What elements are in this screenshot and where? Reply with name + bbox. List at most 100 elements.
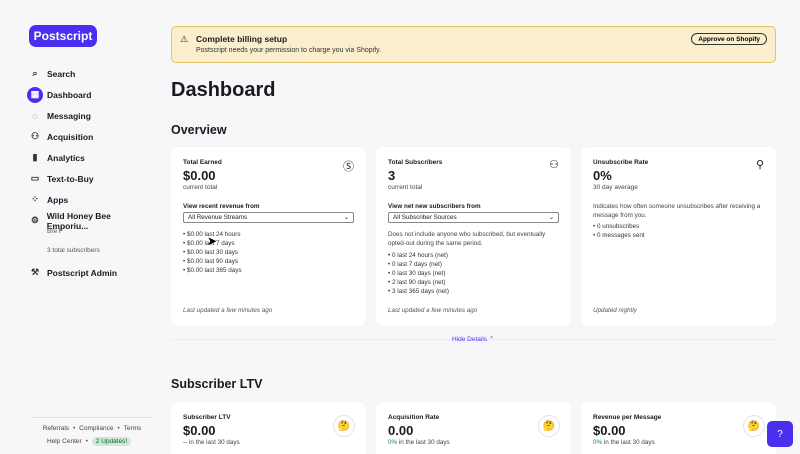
separator-dot: • [117, 425, 120, 432]
ltv-card: Revenue per Message $0.00 0% in the last… [581, 402, 776, 454]
list-item: $0.00 last 7 days [183, 239, 242, 248]
card-title: Total Subscribers [388, 159, 443, 166]
select-value: All Revenue Streams [188, 214, 248, 221]
list-item: $0.00 last 365 days [183, 266, 242, 275]
list-item: $0.00 last 90 days [183, 257, 242, 266]
card-value: $0.00 [183, 423, 216, 438]
chat-bubble-icon: ◌ [32, 110, 38, 121]
apps-grid-icon: ⁘ [31, 194, 39, 204]
referrals-link[interactable]: Referrals [42, 425, 70, 432]
sidebar-item-admin[interactable]: ⚒ Postscript Admin [27, 262, 153, 283]
sidebar-item-search[interactable]: ⌕ Search [27, 63, 153, 84]
approve-on-shopify-button[interactable]: Approve on Shopify [691, 33, 767, 45]
warning-icon: ⚠ [180, 34, 189, 44]
card-value: 3 [388, 168, 396, 183]
sidebar-item-label: Postscript Admin [47, 267, 118, 278]
shop-name: Wild Honey Bee Emporiu... [46, 210, 111, 231]
chevron-down-icon: ⌄ [548, 214, 554, 221]
revenue-list: $0.00 last 24 hours $0.00 last 7 days $0… [183, 230, 242, 275]
list-item: 0 last 30 days (net) [388, 269, 449, 278]
chevron-up-icon: ⌃ [488, 336, 495, 343]
sidebar-item-label: Search [47, 68, 76, 79]
period-label: in the last 30 days [188, 439, 240, 446]
sidebar-item-label: Messaging [47, 110, 91, 121]
hide-details-toggle[interactable]: Hide Details ⌃ [452, 335, 494, 343]
list-item: 3 last 365 days (net) [388, 287, 449, 296]
revenue-stream-select[interactable]: All Revenue Streams ⌄ [183, 212, 354, 223]
card-description: Does not include anyone who subscribed, … [388, 231, 546, 247]
bar-chart-icon: ▮ [32, 152, 38, 162]
sidebar-item-label: Apps [47, 194, 69, 205]
help-button[interactable]: ? [767, 421, 793, 447]
list-item: 0 unsubscribes [593, 222, 645, 231]
period-label: in the last 30 days [398, 439, 450, 446]
banner-title: Complete billing setup [196, 34, 288, 44]
search-icon: ⌕ [32, 68, 38, 78]
last-updated: Last updated a few minutes ago [183, 307, 273, 314]
user-plus-icon: ⚇ [30, 131, 40, 141]
compliance-link[interactable]: Compliance [79, 425, 114, 432]
subscriber-source-select[interactable]: All Subscriber Sources ⌄ [388, 212, 559, 223]
banner-text: Postscript needs your permission to char… [196, 47, 382, 54]
message-card-icon: ▭ [30, 173, 40, 183]
card-subtitle: 0% in the last 30 days [388, 439, 450, 446]
updates-badge[interactable]: 2 Updates! [91, 437, 132, 446]
list-item: 0 last 24 hours (net) [388, 251, 449, 260]
thinking-emoji-icon[interactable]: 🤔 [743, 415, 765, 437]
sidebar-nav: ⌕ Search ▦ Dashboard ◌ Messaging ⚇ Acqui… [27, 63, 153, 283]
sidebar-item-label: Text-to-Buy [47, 173, 94, 184]
change-value: 0% [388, 439, 398, 446]
billing-banner: ⚠ Complete billing setup Postscript need… [171, 26, 776, 63]
sidebar-item-label: Dashboard [47, 89, 92, 100]
subscriber-list: 0 last 24 hours (net) 0 last 7 days (net… [388, 251, 449, 296]
thinking-emoji-icon[interactable]: 🤔 [538, 415, 560, 437]
sidebar-item-dashboard[interactable]: ▦ Dashboard [27, 84, 153, 105]
postscript-logo[interactable]: Postscript [29, 25, 97, 47]
card-value: 0.00 [388, 423, 414, 438]
hide-details-label: Hide Details [452, 336, 488, 343]
card-subtitle: current total [388, 184, 423, 191]
card-title: Unsubscribe Rate [593, 159, 649, 166]
total-subscribers-card: Total Subscribers 3 current total ⚇ View… [376, 147, 571, 326]
ltv-card: Subscriber LTV $0.00 -- in the last 30 d… [171, 402, 366, 454]
card-value: 0% [593, 168, 612, 183]
terms-link[interactable]: Terms [123, 425, 142, 432]
thinking-emoji-icon[interactable]: 🤔 [333, 415, 355, 437]
list-item: 2 last 90 days (net) [388, 278, 449, 287]
question-circle-icon: ? [777, 428, 783, 440]
card-value: $0.00 [593, 423, 626, 438]
separator-dot: • [73, 425, 76, 432]
sidebar-item-analytics[interactable]: ▮ Analytics [27, 147, 153, 168]
card-title: Acquisition Rate [388, 414, 440, 421]
sidebar-item-shop[interactable]: ⚙ Wild Honey Bee Emporiu... [27, 210, 153, 231]
sidebar-item-label: Analytics [47, 152, 85, 163]
filter-label: View recent revenue from [183, 203, 260, 210]
select-value: All Subscriber Sources [393, 214, 457, 221]
wrench-icon: ⚒ [30, 267, 40, 277]
card-subtitle: -- in the last 30 days [183, 439, 240, 446]
help-center-link[interactable]: Help Center [47, 438, 82, 445]
sidebar-footer: Referrals • Compliance • Terms Help Cent… [32, 417, 152, 446]
card-title: Subscriber LTV [183, 414, 231, 421]
card-title: Revenue per Message [593, 414, 662, 421]
users-icon: ⚇ [549, 159, 559, 171]
mouse-cursor-icon: ➤ [207, 234, 218, 248]
sidebar-item-apps[interactable]: ⁘ Apps [27, 189, 153, 210]
user-minus-icon: ⚲ [755, 159, 764, 171]
card-description: Indicates how often someone unsubscribes… [593, 203, 761, 219]
unsubscribe-rate-card: Unsubscribe Rate 0% 30 day average ⚲ Ind… [581, 147, 776, 326]
list-item: $0.00 last 24 hours [183, 230, 242, 239]
sidebar-item-text-to-buy[interactable]: ▭ Text-to-Buy [27, 168, 153, 189]
ltv-title: Subscriber LTV [171, 377, 263, 391]
card-subtitle: 30 day average [593, 184, 638, 191]
card-subtitle: 0% in the last 30 days [593, 439, 655, 446]
list-item: 0 last 7 days (net) [388, 260, 449, 269]
dashboard-icon: ▦ [27, 86, 43, 103]
list-item: 0 messages sent [593, 231, 645, 240]
change-value: 0% [593, 439, 603, 446]
sidebar-item-acquisition[interactable]: ⚇ Acquisition [27, 126, 153, 147]
card-subtitle: current total [183, 184, 218, 191]
sidebar: Postscript ⌕ Search ▦ Dashboard ◌ Messag… [0, 0, 158, 454]
chevron-down-icon: ⌄ [343, 214, 349, 221]
sidebar-item-messaging[interactable]: ◌ Messaging [27, 105, 153, 126]
